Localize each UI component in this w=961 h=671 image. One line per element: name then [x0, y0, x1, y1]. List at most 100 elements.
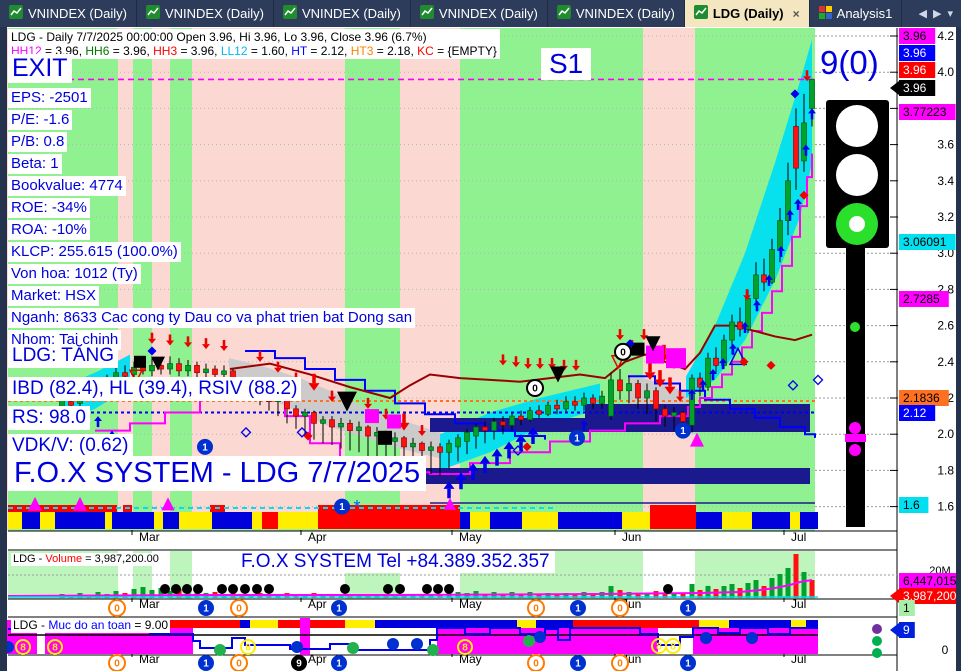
arrow-marker	[658, 370, 662, 380]
arrow-marker	[803, 76, 811, 82]
arrow-marker	[729, 343, 737, 349]
safety-blue-dot	[411, 638, 423, 650]
arrow-marker	[479, 455, 491, 464]
circled-number-marker	[570, 655, 586, 671]
arrow-marker	[503, 441, 515, 450]
candle-body	[761, 274, 767, 283]
diamond-marker	[739, 357, 749, 367]
tab-vnindex-daily-[interactable]: VNINDEX (Daily)	[137, 0, 274, 27]
axis-text: 1	[203, 659, 209, 670]
tab-scroll-left-icon[interactable]: ◀	[918, 8, 927, 20]
arrow-marker	[168, 334, 172, 341]
circled-number-marker	[611, 654, 629, 671]
tab-menu-icon[interactable]: ▾	[947, 8, 953, 20]
arrow-marker	[777, 245, 785, 251]
arrow-marker	[501, 354, 505, 361]
axis-text: 8	[656, 642, 662, 653]
arrow-marker	[810, 113, 814, 120]
tab-active-ldg-daily-[interactable]: LDG (Daily) ×	[684, 0, 810, 27]
volume-bar	[563, 593, 569, 598]
axis-text: 1	[336, 659, 342, 670]
volume-dot	[444, 584, 454, 594]
volume-bar	[753, 580, 759, 598]
arrow-marker	[582, 424, 586, 431]
tab-scroll-right-icon[interactable]: ▶	[933, 8, 942, 20]
black-triangle-down-marker	[550, 366, 566, 383]
arrow-marker	[616, 335, 624, 341]
candle-body	[482, 426, 488, 431]
close-icon[interactable]: ×	[792, 6, 800, 21]
arrow-marker	[690, 393, 694, 400]
axis-text: Jul	[791, 652, 806, 666]
analysis-icon	[818, 5, 832, 22]
volume-bar	[554, 594, 560, 598]
candle-body	[473, 426, 479, 437]
candle-body	[338, 422, 344, 428]
axis-text: Jul	[791, 530, 806, 544]
volume-bar	[729, 584, 735, 598]
volume-ma-line	[7, 579, 813, 597]
candle-body	[729, 321, 735, 341]
candle-body	[626, 383, 632, 392]
pole-dot	[850, 322, 860, 332]
axis-text: 0	[942, 643, 949, 657]
safety-ribbon	[536, 620, 573, 628]
candle-body	[347, 422, 353, 431]
tab-analysis1[interactable]: Analysis1	[810, 0, 903, 27]
volume-bar	[689, 584, 695, 598]
arrow-marker	[527, 426, 539, 435]
safety-ribbon	[168, 620, 240, 628]
stat-eps: EPS: -2501	[8, 88, 91, 108]
axis-text: 1	[685, 659, 691, 670]
arrow-marker	[719, 358, 727, 364]
volume-bar	[500, 594, 506, 598]
background-band	[643, 28, 695, 531]
volume-bar	[158, 588, 164, 598]
blue-triangle-open-marker	[728, 346, 748, 366]
candle-body	[311, 412, 317, 424]
arrow-marker	[258, 350, 262, 357]
price-tag	[890, 81, 899, 95]
axis-text: 9	[903, 623, 910, 637]
signal-ribbon-block	[490, 512, 522, 529]
magenta-triangle-up-marker	[73, 496, 87, 511]
arrow-marker	[222, 339, 226, 346]
volume-bar	[644, 593, 650, 598]
tab-vnindex-daily-[interactable]: VNINDEX (Daily)	[274, 0, 411, 27]
candle-body	[793, 126, 799, 169]
volume-bar	[626, 592, 632, 598]
arrow-marker	[804, 149, 808, 156]
tab-vnindex-daily-[interactable]: VNINDEX (Daily)	[548, 0, 685, 27]
arrow-marker	[805, 70, 809, 77]
safety-pane-label: LDG - Muc do an toan = 9.00	[11, 618, 171, 633]
axis-text: 0	[533, 659, 539, 670]
axis-text: 2.7285	[903, 292, 940, 306]
arrow-marker	[459, 479, 463, 490]
arrow-marker	[538, 358, 542, 365]
circled-number-marker	[108, 599, 126, 617]
price-tag	[899, 405, 936, 421]
traffic-light-pole	[846, 248, 865, 527]
price-tag	[899, 62, 936, 78]
circled-number-marker	[527, 654, 545, 671]
diamond-marker	[522, 442, 532, 452]
circled-number-marker	[291, 655, 307, 671]
arrow-marker	[550, 358, 554, 365]
diamond-marker	[799, 190, 809, 200]
safety-blue-dot	[534, 631, 546, 643]
s1-label: S1	[541, 48, 592, 81]
volume-bar	[599, 592, 605, 598]
arrow-marker	[741, 321, 749, 327]
signal-ribbon-block	[154, 512, 163, 529]
axis-text: Mar	[139, 597, 160, 611]
axis-text: 0	[114, 604, 120, 615]
safety-blue-dot	[700, 632, 712, 644]
tab-vnindex-daily-[interactable]: VNINDEX (Daily)	[0, 0, 137, 27]
tab-label: Analysis1	[836, 6, 893, 21]
trailing-stop-line	[245, 349, 546, 440]
tab-vnindex-daily-[interactable]: VNINDEX (Daily)	[411, 0, 548, 27]
circled-number-marker	[527, 599, 545, 617]
diamond-marker	[787, 379, 799, 391]
arrow-marker	[276, 361, 280, 368]
